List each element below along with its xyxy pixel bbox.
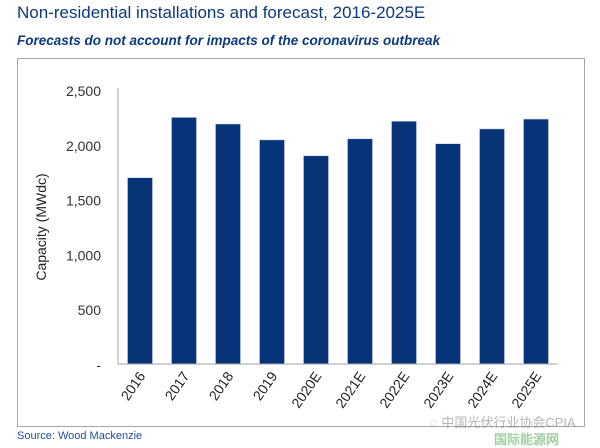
watermark-text: ◌ 中国光伏行业协会CPIA (430, 412, 576, 431)
x-tick-label: 2023E (420, 369, 456, 411)
chart-subtitle: Forecasts do not account for impacts of … (17, 33, 441, 48)
chart-frame (17, 58, 585, 427)
x-tick-label: 2024E (464, 369, 500, 411)
y-tick-label: - (96, 357, 101, 373)
y-tick-label: 1,500 (66, 193, 101, 209)
y-axis-label: Capacity (MWdc) (33, 173, 49, 280)
bar (171, 117, 197, 365)
x-tick-label: 2017 (161, 368, 192, 403)
chart-title: Non-residential installations and foreca… (17, 3, 426, 22)
y-tick-label: 500 (78, 302, 102, 318)
bar (127, 177, 153, 365)
y-tick-label: 2,000 (66, 138, 101, 154)
bar (303, 155, 329, 365)
bar (479, 128, 505, 365)
bar (259, 139, 285, 365)
bar (523, 118, 549, 365)
y-tick-label: 1,000 (66, 247, 101, 263)
source-note: Source: Wood Mackenzie (17, 430, 143, 442)
wechat-icon: ◌ (430, 415, 442, 430)
x-tick-label: 2025E (508, 369, 544, 411)
bar (435, 143, 461, 365)
bar (391, 120, 417, 365)
x-tick-label: 2016 (117, 368, 148, 403)
x-tick-label: 2018 (205, 368, 236, 403)
x-tick-label: 2019 (249, 368, 280, 403)
watermark-logo: 国际能源网 (494, 432, 560, 447)
bar (347, 138, 373, 365)
x-tick-label: 2022E (376, 369, 412, 411)
y-tick-label: 2,500 (66, 83, 101, 99)
x-tick-label: 2020E (288, 369, 324, 411)
bar (215, 123, 241, 365)
x-tick-label: 2021E (332, 369, 368, 411)
watermark-line1: 中国光伏行业协会CPIA (441, 415, 576, 430)
